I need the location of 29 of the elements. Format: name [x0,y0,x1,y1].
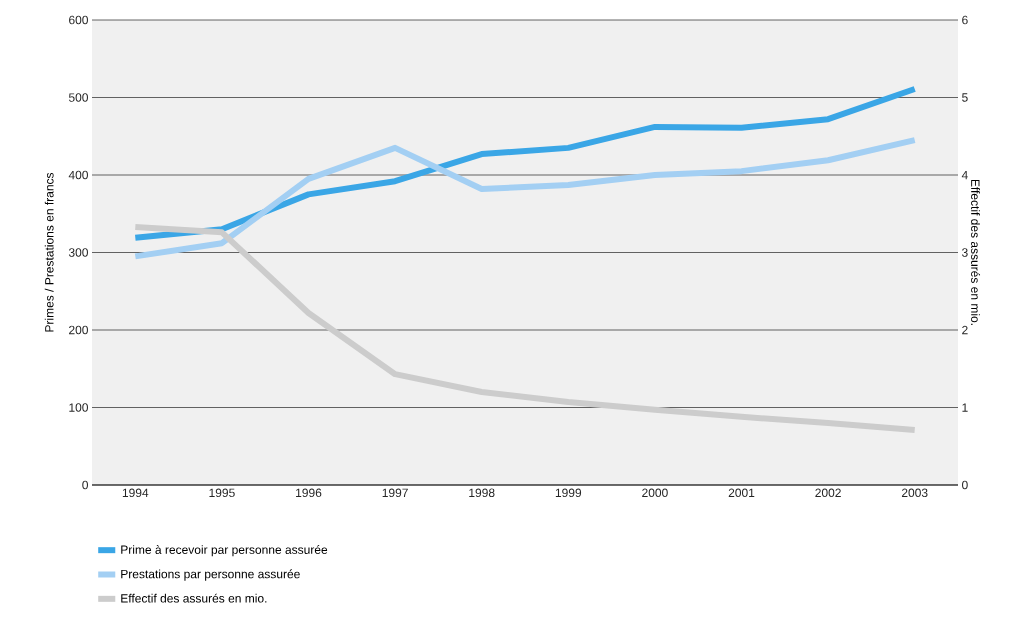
y-tick-label: 600 [69,15,88,25]
legend-label: Prime à recevoir par personne assurée [121,545,328,557]
y-axis-title: Primes / Prestations en francs [44,172,54,332]
x-tick-label: 1998 [469,488,495,498]
y2-tick-label: 0 [962,480,968,490]
x-tick-label: 2002 [815,488,841,498]
x-tick-label: 2000 [642,488,668,498]
legend-label: Effectif des assurés en mio. [121,593,267,603]
y2-axis-title: Effectif des assurés en mio. [971,179,981,325]
x-tick-label: 1999 [555,488,582,498]
y-tick-label: 500 [68,93,88,102]
y-tick-label: 0 [82,480,89,490]
y-tick-label: 200 [69,325,88,335]
legend-label: Prestations par personne assurée [121,569,300,581]
y2-tick-label: 1 [962,403,968,412]
y2-tick-label: 6 [962,15,968,25]
y-tick-label: 100 [69,403,88,412]
x-tick-label: 1995 [209,488,235,498]
y2-tick-label: 2 [962,325,968,335]
x-tick-label: 1994 [122,488,149,498]
x-tick-label: 1996 [296,488,322,498]
y-tick-label: 300 [68,248,88,257]
x-tick-label: 2003 [901,488,928,498]
y2-tick-label: 3 [962,248,968,257]
y2-tick-label: 5 [962,93,968,102]
y-tick-label: 400 [68,170,88,180]
y2-tick-label: 4 [961,170,968,180]
x-tick-label: 1997 [382,488,408,498]
x-tick-label: 2001 [728,488,755,498]
